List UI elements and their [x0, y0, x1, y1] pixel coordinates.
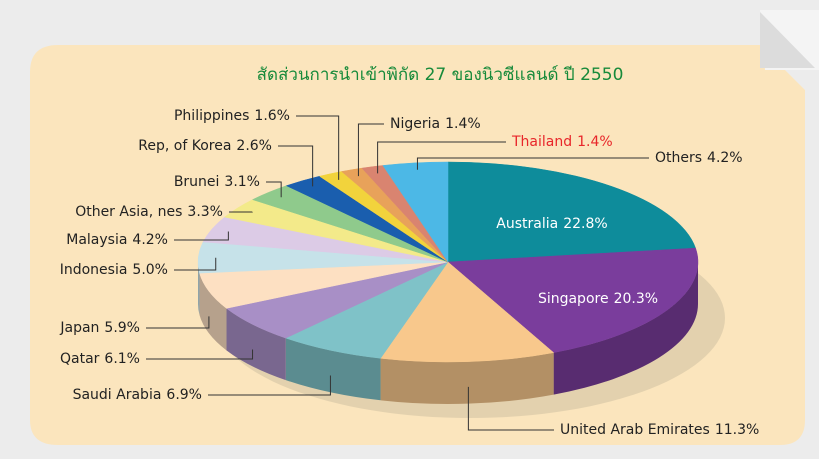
slice-value: 22.8% [563, 216, 607, 232]
slice-name: Qatar [60, 351, 100, 367]
slice-label: Others 4.2% [655, 150, 743, 166]
slice-label: Thailand 1.4% [511, 134, 613, 150]
slice-name: Nigeria [390, 116, 440, 132]
slice-value: 4.2% [707, 150, 743, 166]
slice-value: 20.3% [614, 291, 658, 307]
chart-title: สัดส่วนการนำเข้าพิกัด 27 ของนิวซีแลนด์ ป… [257, 65, 624, 85]
slice-value: 1.4% [445, 116, 481, 132]
leader-line [416, 157, 649, 170]
slice-name: Thailand [511, 134, 572, 150]
slice-name: Indonesia [60, 262, 128, 278]
leader-line [146, 349, 254, 360]
slice-name: United Arab Emirates [560, 422, 710, 438]
slice-label: Rep, of Korea 2.6% [138, 138, 272, 154]
leader-line [174, 257, 217, 271]
leader-line [278, 145, 314, 187]
slice-name: Japan [59, 320, 99, 336]
pie-slice [447, 247, 699, 353]
slice-label: Singapore 20.3% [538, 291, 658, 307]
slice-name: Philippines [174, 108, 249, 124]
slice-name: Other Asia, nes [75, 204, 182, 220]
slice-value: 5.9% [104, 320, 140, 336]
pie-side [226, 308, 286, 381]
slice-label: Australia 22.8% [496, 216, 607, 232]
slice-value: 2.6% [236, 138, 272, 154]
slice-label: Brunei 3.1% [174, 174, 260, 190]
slice-value: 3.1% [224, 174, 260, 190]
leader-line [266, 181, 282, 198]
pie-side [199, 273, 227, 351]
pie-slice [285, 261, 449, 359]
leader-line [174, 231, 229, 241]
leader-line [357, 123, 384, 177]
slice-name: Rep, of Korea [138, 138, 231, 154]
slice-name: Brunei [174, 174, 220, 190]
slice-value: 11.3% [715, 422, 759, 438]
leader-line [146, 316, 210, 329]
slice-label: Indonesia 5.0% [60, 262, 168, 278]
slice-label: United Arab Emirates 11.3% [560, 422, 759, 438]
slice-value: 3.3% [187, 204, 223, 220]
pie-side [198, 262, 200, 316]
pie-slice [380, 261, 555, 363]
slice-label: Other Asia, nes 3.3% [75, 204, 223, 220]
slice-name: Malaysia [66, 232, 127, 248]
slice-value: 1.6% [254, 108, 290, 124]
pie-side [380, 352, 554, 404]
slice-label: Malaysia 4.2% [66, 232, 168, 248]
leader-line [467, 386, 554, 431]
slice-name: Singapore [538, 291, 609, 307]
pie-side [285, 338, 381, 401]
slice-value: 6.1% [104, 351, 140, 367]
slice-value: 1.4% [577, 134, 613, 150]
slice-label: Philippines 1.6% [174, 108, 290, 124]
slice-name: Others [655, 150, 702, 166]
fold-shadow [760, 12, 815, 68]
slice-label: Saudi Arabia 6.9% [73, 387, 202, 403]
slice-label: Japan 5.9% [59, 320, 140, 336]
slice-value: 6.9% [166, 387, 202, 403]
slice-label: Qatar 6.1% [60, 351, 140, 367]
slice-name: Saudi Arabia [73, 387, 162, 403]
leader-line [296, 115, 340, 180]
pie-slice [447, 161, 696, 263]
leader-line [377, 141, 506, 174]
leader-line [208, 375, 331, 396]
slice-name: Australia [496, 216, 558, 232]
pie-slice [382, 161, 449, 263]
pie-side [553, 262, 698, 395]
slice-value: 5.0% [132, 262, 168, 278]
slice-value: 4.2% [132, 232, 168, 248]
slice-label: Nigeria 1.4% [390, 116, 481, 132]
